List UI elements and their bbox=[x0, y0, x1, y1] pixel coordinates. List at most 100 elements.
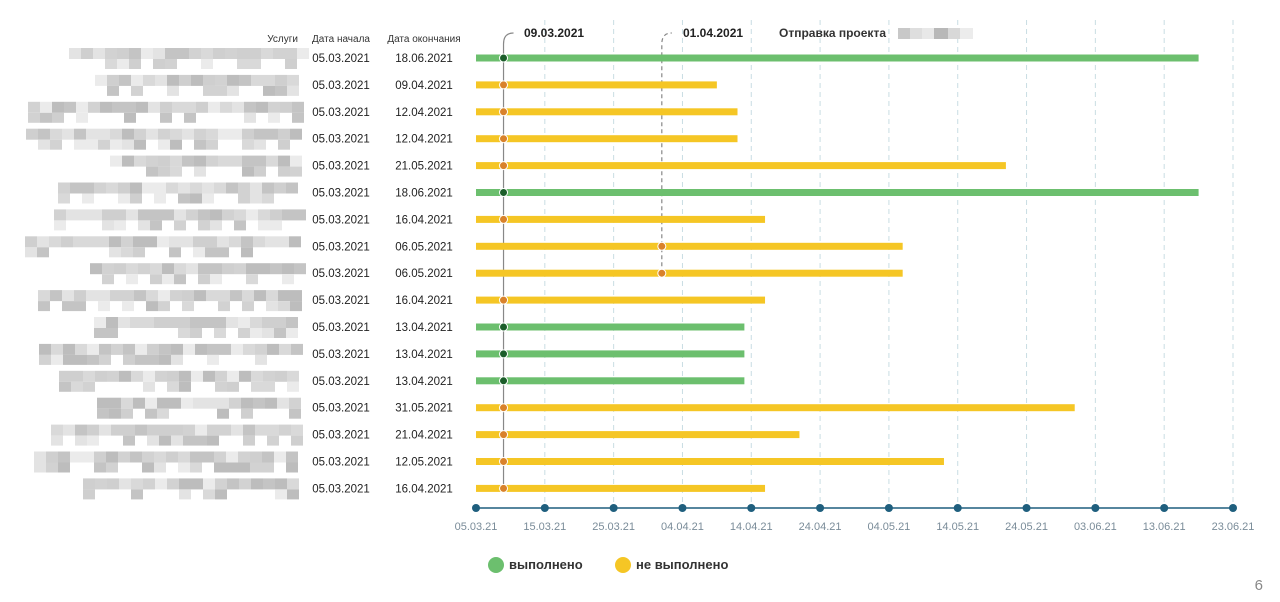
redacted-block bbox=[227, 370, 239, 382]
redacted-block bbox=[138, 209, 150, 221]
redacted-block bbox=[145, 408, 157, 419]
redacted-block bbox=[158, 301, 170, 312]
redacted-block bbox=[241, 247, 253, 258]
redacted-block bbox=[131, 489, 143, 500]
row-start-date: 05.03.2021 bbox=[312, 214, 370, 226]
x-tick-label: 03.06.21 bbox=[1074, 521, 1117, 533]
redacted-block bbox=[206, 139, 218, 150]
redacted-block bbox=[265, 236, 277, 248]
x-tick-label: 24.04.21 bbox=[799, 521, 842, 533]
redacted-block bbox=[40, 101, 52, 113]
redacted-block bbox=[243, 424, 255, 436]
redacted-block bbox=[203, 489, 215, 500]
redacted-block bbox=[242, 139, 254, 150]
redacted-block bbox=[287, 370, 299, 382]
redacted-block bbox=[227, 74, 239, 86]
redacted-block bbox=[50, 128, 62, 140]
redacted-block bbox=[28, 112, 40, 123]
redacted-block bbox=[267, 343, 279, 355]
task-bar bbox=[476, 296, 766, 304]
redacted-block bbox=[261, 48, 273, 59]
redacted-block bbox=[122, 290, 134, 302]
redacted-block bbox=[250, 317, 262, 328]
task-marker-dot bbox=[499, 134, 509, 144]
redacted-block bbox=[237, 59, 249, 69]
redacted-block bbox=[275, 74, 287, 86]
redacted-block bbox=[275, 489, 287, 500]
redacted-block bbox=[193, 236, 205, 248]
redacted-block bbox=[277, 397, 289, 409]
redacted-block bbox=[215, 381, 227, 392]
redacted-block bbox=[243, 343, 255, 355]
redacted-block bbox=[255, 354, 267, 365]
redacted-block bbox=[242, 155, 254, 167]
row-start-date: 05.03.2021 bbox=[312, 322, 370, 334]
redacted-block bbox=[178, 462, 190, 473]
redacted-block bbox=[157, 408, 169, 419]
redacted-block bbox=[286, 451, 298, 463]
redacted-block bbox=[226, 182, 238, 194]
redacted-block bbox=[147, 424, 159, 436]
redacted-block bbox=[158, 139, 170, 150]
x-tick-label: 14.04.21 bbox=[730, 521, 773, 533]
redacted-block bbox=[109, 247, 121, 258]
redacted-block bbox=[166, 317, 178, 328]
redacted-block bbox=[98, 301, 110, 312]
redacted-block bbox=[162, 209, 174, 221]
redacted-block bbox=[231, 424, 243, 436]
row-start-date: 05.03.2021 bbox=[312, 376, 370, 388]
redacted-block bbox=[51, 343, 63, 355]
redacted-block bbox=[270, 263, 282, 275]
redacted-block bbox=[160, 101, 172, 113]
redacted-block bbox=[118, 193, 130, 204]
redacted-block bbox=[218, 301, 230, 312]
redacted-block bbox=[287, 478, 299, 490]
task-bar bbox=[476, 135, 738, 143]
redacted-block bbox=[102, 209, 114, 221]
marker-line-2 bbox=[661, 32, 672, 274]
redacted-block bbox=[205, 236, 217, 248]
redacted-block bbox=[58, 462, 70, 473]
redacted-block bbox=[207, 424, 219, 436]
redacted-block bbox=[238, 328, 250, 338]
redacted-block bbox=[183, 435, 195, 446]
task-bar bbox=[476, 108, 738, 116]
redacted-block bbox=[179, 478, 191, 490]
redacted-block bbox=[246, 263, 258, 275]
x-tick-dot bbox=[609, 504, 618, 512]
redacted-block bbox=[46, 451, 58, 463]
redacted-block bbox=[251, 370, 263, 382]
task-bar bbox=[476, 269, 903, 277]
redacted-block bbox=[166, 451, 178, 463]
redacted-block bbox=[122, 301, 134, 312]
redacted-block bbox=[255, 343, 267, 355]
redacted-block bbox=[267, 435, 279, 446]
task-marker-dot bbox=[499, 403, 509, 413]
redacted-block bbox=[263, 381, 275, 392]
redacted-block bbox=[201, 59, 213, 69]
redacted-block bbox=[87, 435, 99, 446]
redacted-service-names bbox=[25, 48, 309, 500]
task-marker-dot bbox=[657, 241, 667, 251]
redacted-block bbox=[63, 343, 75, 355]
redacted-block bbox=[169, 236, 181, 248]
redacted-block bbox=[174, 209, 186, 221]
redacted-block bbox=[243, 435, 255, 446]
redacted-block bbox=[146, 166, 158, 177]
redacted-block bbox=[182, 301, 194, 312]
legend-done-label: выполнено bbox=[509, 557, 583, 572]
redacted-block bbox=[170, 139, 182, 150]
redacted-block bbox=[198, 209, 210, 221]
redacted-block bbox=[114, 220, 126, 231]
redacted-block bbox=[112, 101, 124, 113]
redacted-block bbox=[194, 128, 206, 140]
redacted-block bbox=[94, 451, 106, 463]
row-start-date: 05.03.2021 bbox=[312, 80, 370, 92]
redacted-block bbox=[250, 182, 262, 194]
redacted-block bbox=[186, 263, 198, 275]
task-bar bbox=[476, 81, 717, 89]
redacted-block bbox=[171, 424, 183, 436]
row-end-date: 18.06.2021 bbox=[395, 188, 453, 200]
redacted-block bbox=[123, 435, 135, 446]
redacted-block bbox=[121, 408, 133, 419]
